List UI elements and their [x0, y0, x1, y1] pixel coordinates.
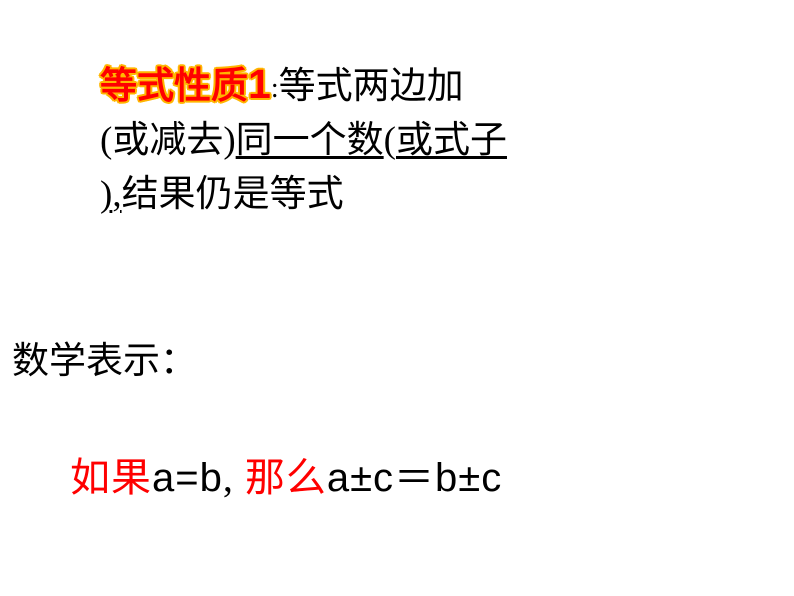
seg-b-text: 或减去 [112, 120, 223, 161]
expr-then: 那么 [245, 455, 327, 500]
expr-lhs: a=b [152, 456, 223, 500]
seg-e-close: ) [100, 174, 112, 215]
seg-c: 同一个数 [236, 120, 384, 161]
seg-b-open: ( [100, 120, 112, 161]
property-title: 等式性质1 [100, 66, 271, 107]
title-colon: : [271, 73, 279, 104]
expr-rhs: a±c＝b±c [327, 456, 502, 500]
expr-if: 如果 [70, 455, 152, 500]
seg-f: 结果仍是等式 [122, 174, 344, 215]
math-representation-label: 数学表示： [12, 330, 197, 384]
title-number: 1 [248, 61, 271, 107]
property-statement: 等式性质1:等式两边加 (或减去)同一个数(或式子),结果仍是等式 [100, 55, 670, 222]
seg-b-close: ) [223, 120, 235, 161]
title-prefix: 等式性质 [100, 66, 248, 107]
math-expression: 如果a=b, 那么a±c＝b±c [70, 445, 502, 503]
seg-e-comma: , [112, 174, 121, 215]
seg-d-open: ( [384, 120, 396, 161]
math-label-text: 数学表示： [12, 341, 197, 382]
expr-comma: , [223, 455, 234, 500]
seg-d-text: 或式子 [396, 120, 507, 161]
seg-a: 等式两边加 [279, 66, 464, 107]
